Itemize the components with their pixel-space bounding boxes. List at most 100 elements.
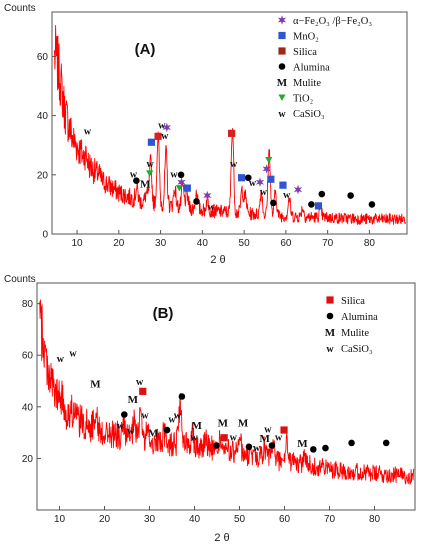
- phase-marker-mno2: [238, 174, 246, 182]
- legend-symbol: w: [326, 344, 334, 355]
- phase-marker-tio2: [146, 170, 154, 177]
- phase-marker-silica: [154, 132, 162, 140]
- x-tick-label: 70: [324, 514, 336, 525]
- phase-marker-alumina: [347, 192, 354, 199]
- phase-marker-casio3: w: [260, 187, 268, 198]
- x-tick-label: 20: [99, 514, 111, 525]
- x-tick-label: 30: [144, 514, 156, 525]
- panel-b-x-axis-label: 2 θ: [214, 532, 229, 544]
- phase-marker-mno2: [147, 138, 155, 146]
- phase-marker-casio3: w: [117, 421, 125, 432]
- x-tick-label: 10: [71, 238, 83, 249]
- x-tick-label: 40: [197, 238, 209, 249]
- x-tick-label: 40: [189, 514, 201, 525]
- y-tick-label: 60: [37, 52, 49, 63]
- phase-marker-casio3: w: [136, 377, 144, 388]
- panel-b: Counts 2 θ (B) 10 20 30 40 50 60 70 8020406080 …: [4, 274, 416, 544]
- phase-marker-casio3: w: [275, 432, 283, 443]
- phase-marker-alumina: [178, 393, 186, 400]
- phase-marker-casio3: w: [283, 190, 291, 201]
- phase-marker-casio3: w: [249, 178, 257, 189]
- phase-marker-casio3: w: [264, 425, 272, 436]
- phase-marker-tio2: [175, 185, 183, 192]
- x-tick-label: 10: [54, 514, 66, 525]
- y-tick-label: 60: [22, 351, 34, 362]
- legend-label: Silica: [341, 296, 365, 307]
- phase-marker-silica: [220, 434, 228, 442]
- phase-marker-fe2o3: [293, 184, 303, 195]
- phase-marker-mno2: [183, 184, 191, 192]
- phase-marker-mulite: M: [297, 438, 308, 450]
- panel-b-plot-frame: [36, 282, 416, 511]
- diffraction-pattern-line: [39, 299, 415, 485]
- x-tick-label: 50: [239, 238, 251, 249]
- panel-b-label: (B): [153, 305, 174, 322]
- phase-marker-tio2: [265, 157, 273, 164]
- panel-b-y-axis-label: Counts: [4, 274, 36, 285]
- phase-marker-alumina: [310, 446, 317, 453]
- x-tick-label: 60: [279, 514, 291, 525]
- y-tick-label: 20: [22, 454, 34, 465]
- phase-marker-mno2: [314, 202, 323, 210]
- y-tick-label: 40: [37, 111, 49, 122]
- panel-a-y-axis-label: Counts: [4, 3, 36, 14]
- phase-marker-casio3: w: [253, 443, 261, 454]
- x-tick-label: 20: [113, 238, 125, 249]
- panel-a-pattern: [54, 25, 407, 225]
- phase-marker-mulite: M: [218, 417, 229, 429]
- legend-symbol: M: [325, 327, 336, 339]
- legend-symbol: w: [278, 109, 286, 120]
- phase-marker-alumina: [177, 171, 185, 179]
- legend-symbol: [326, 296, 334, 304]
- legend-label: Mulite: [341, 328, 369, 339]
- phase-marker-casio3: w: [130, 169, 138, 180]
- diffraction-pattern-line: [54, 25, 407, 225]
- phase-marker-fe2o3: [177, 177, 186, 187]
- legend-label: CaSiO₃: [293, 109, 325, 120]
- phase-marker-alumina: [213, 442, 220, 449]
- phase-marker-mulite: M: [140, 179, 151, 191]
- phase-marker-alumina: [163, 426, 171, 434]
- phase-marker-casio3: w: [174, 411, 182, 422]
- phase-marker-casio3: w: [57, 354, 65, 365]
- legend-label: Alumina: [293, 63, 330, 74]
- phase-marker-silica: [280, 426, 288, 434]
- phase-marker-casio3: w: [84, 126, 92, 137]
- panel-a-legend: α−Fe₂O₃ /β−Fe₂O₃ MnO₂ Silica Alumina M Mulite…: [277, 15, 372, 120]
- phase-marker-casio3: w: [161, 131, 169, 142]
- phase-marker-mulite: M: [148, 428, 159, 440]
- phase-marker-casio3: w: [230, 159, 238, 170]
- phase-marker-alumina: [368, 201, 376, 208]
- phase-marker-mno2: [279, 181, 287, 189]
- panel-a-label: (A): [135, 41, 156, 58]
- phase-marker-alumina: [121, 411, 128, 418]
- legend-label: Mulite: [293, 78, 321, 89]
- y-tick-label: 20: [37, 170, 49, 181]
- phase-marker-alumina: [308, 201, 315, 208]
- phase-marker-alumina: [268, 442, 276, 449]
- phase-marker-casio3: w: [141, 411, 149, 422]
- panel-a-ticks: 10 20 30 40 50 60 70 80 0 20 40 60: [37, 52, 376, 249]
- legend-label: Silica: [293, 47, 317, 58]
- legend-symbol: [278, 31, 286, 40]
- legend-label: CaSiO₃: [341, 344, 373, 355]
- x-tick-label: 80: [364, 238, 376, 249]
- phase-marker-mulite: M: [260, 433, 271, 445]
- legend-label: TiO₂: [293, 94, 314, 105]
- phase-marker-mulite: M: [238, 417, 249, 429]
- phase-marker-casio3: w: [147, 159, 155, 170]
- panel-b-pattern: [39, 299, 415, 485]
- legend-symbol: M: [277, 77, 288, 89]
- phase-marker-alumina: [382, 439, 390, 447]
- panel-a: Counts 2 θ (A) 10 20 30 40 50 60 70 80 0 20 40 60 w…: [4, 3, 408, 266]
- legend-symbol: [326, 312, 334, 320]
- phase-marker-fe2o3: [255, 177, 265, 187]
- phase-marker-silica: [227, 129, 236, 137]
- phase-marker-mulite: M: [90, 379, 101, 391]
- phase-marker-casio3: w: [208, 202, 216, 213]
- panel-b-ticks: 10 20 30 40 50 60 70 80 20 40 60 80: [22, 299, 381, 525]
- panel-a-x-axis-label: 2 θ: [210, 254, 225, 266]
- legend-label: Alumina: [341, 312, 378, 323]
- legend-symbol: [278, 47, 286, 55]
